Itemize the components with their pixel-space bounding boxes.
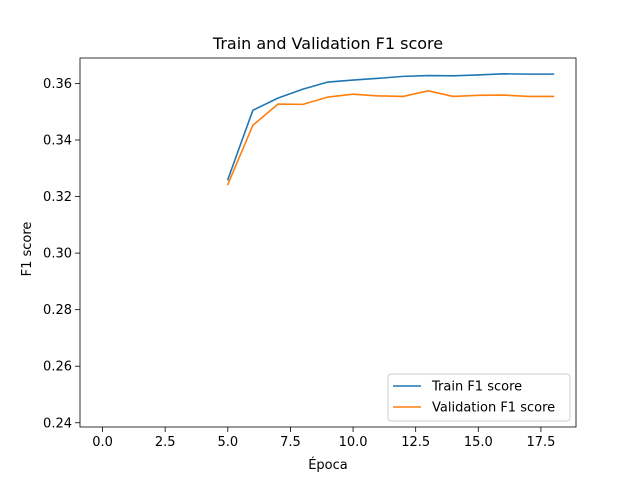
axes-frame [79,57,577,428]
y-tick-label: 0.36 [43,77,72,92]
x-tick-label: 7.5 [280,435,301,450]
x-tick-label: 12.5 [401,435,430,450]
series-layer [226,73,555,186]
x-axis-label: Época [308,457,348,473]
y-axis: 0.24 0.26 0.28 0.30 0.32 0.34 0.36 [43,77,80,431]
y-tick-label: 0.30 [43,247,72,262]
legend-label: Validation F1 score [432,401,555,416]
series-line-train [226,73,555,181]
x-tick-label: 15.0 [464,435,493,450]
chart-title: Train and Validation F1 score [212,34,443,53]
y-tick-label: 0.32 [43,190,72,205]
y-axis-label: F1 score [20,222,35,277]
plot-area [79,57,577,428]
legend: Train F1 score Validation F1 score [387,373,571,422]
legend-label: Train F1 score [431,380,522,395]
y-tick-label: 0.34 [43,134,72,149]
y-tick-label: 0.28 [43,303,72,318]
series-line-validation [226,90,555,186]
y-tick-label: 0.26 [43,360,72,375]
x-tick-label: 5.0 [217,435,238,450]
x-tick-label: 10.0 [339,435,368,450]
x-tick-label: 17.5 [526,435,555,450]
y-tick-label: 0.24 [43,416,72,431]
x-tick-label: 0.0 [92,435,113,450]
x-tick-label: 2.5 [155,435,176,450]
x-axis: 0.0 2.5 5.0 7.5 10.0 12.5 15.0 17.5 [92,427,555,450]
legend-box [387,373,571,422]
